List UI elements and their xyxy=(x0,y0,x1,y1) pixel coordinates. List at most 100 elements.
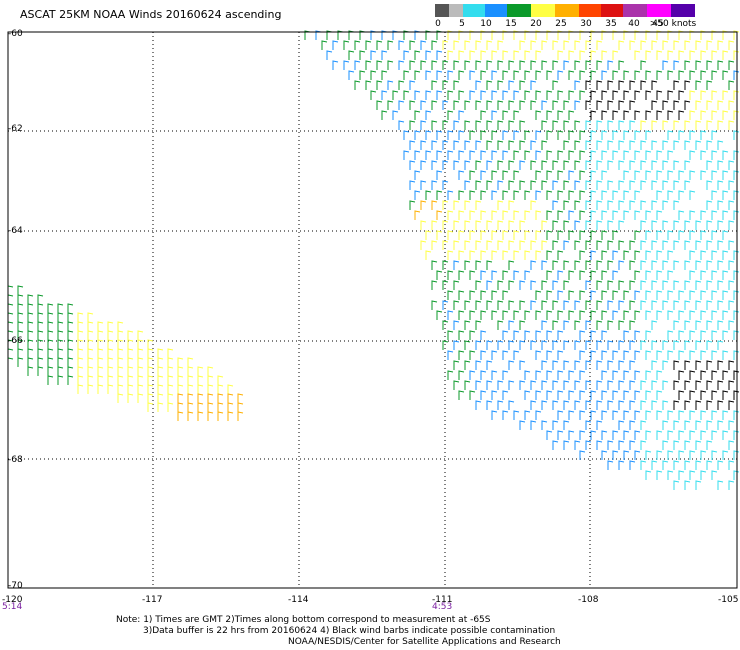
wind-barb xyxy=(728,260,735,270)
wind-barb xyxy=(579,370,586,380)
wind-barb xyxy=(464,380,471,390)
wind-barb xyxy=(27,312,34,322)
wind-barb xyxy=(612,430,619,440)
wind-barb xyxy=(497,320,504,330)
wind-barb xyxy=(656,390,663,400)
wind-barb xyxy=(447,330,454,340)
wind-barb xyxy=(197,384,204,394)
wind-barb xyxy=(447,230,454,240)
wind-barb xyxy=(508,240,515,250)
wind-barb xyxy=(475,240,482,250)
wind-barb xyxy=(640,440,647,450)
wind-barb xyxy=(563,420,570,430)
wind-barb xyxy=(530,40,537,50)
wind-barb xyxy=(634,410,641,420)
wind-barb xyxy=(530,140,537,150)
wind-barb xyxy=(706,440,713,450)
wind-barb xyxy=(77,348,84,358)
wind-barb xyxy=(645,90,652,100)
wind-barb xyxy=(596,200,603,210)
wind-barb xyxy=(502,290,509,300)
wind-barb xyxy=(645,50,652,60)
wind-barb xyxy=(601,390,608,400)
wind-barb xyxy=(563,40,570,50)
wind-barb xyxy=(568,390,575,400)
wind-barb xyxy=(502,130,509,140)
wind-barb xyxy=(711,250,718,260)
wind-barb xyxy=(645,410,652,420)
wind-barb xyxy=(359,70,366,80)
wind-barb xyxy=(535,50,542,60)
wind-barb xyxy=(612,230,619,240)
wind-barb xyxy=(607,300,614,310)
wind-barb xyxy=(519,80,526,90)
wind-barb xyxy=(678,110,685,120)
wind-barb xyxy=(700,330,707,340)
wind-barb xyxy=(552,320,559,330)
wind-barb xyxy=(97,339,104,349)
wind-barb xyxy=(717,460,724,470)
wind-barb xyxy=(656,370,663,380)
wind-barb xyxy=(651,320,658,330)
wind-barb xyxy=(651,220,658,230)
wind-barb xyxy=(722,70,729,80)
wind-barb xyxy=(332,60,339,70)
wind-barb xyxy=(590,350,597,360)
wind-barb xyxy=(431,40,438,50)
wind-barb xyxy=(464,180,471,190)
wind-barb xyxy=(651,360,658,370)
wind-barb xyxy=(541,280,548,290)
note-line-3: NOAA/NESDIS/Center for Satellite Applica… xyxy=(288,637,561,647)
wind-barb xyxy=(656,250,663,260)
wind-barb xyxy=(513,50,520,60)
wind-barb xyxy=(667,290,674,300)
wind-barb xyxy=(524,50,531,60)
wind-barb xyxy=(321,40,328,50)
wind-barb xyxy=(601,310,608,320)
wind-barb xyxy=(535,170,542,180)
wind-barb xyxy=(475,200,482,210)
wind-barb xyxy=(442,80,449,90)
wind-barb xyxy=(137,393,144,403)
wind-barb xyxy=(563,440,570,450)
wind-barb xyxy=(7,357,14,367)
wind-barb xyxy=(678,390,685,400)
wind-barb xyxy=(57,312,64,322)
wind-barb xyxy=(684,100,691,110)
wind-barb xyxy=(684,40,691,50)
wind-barb xyxy=(137,357,144,367)
wind-barb xyxy=(568,130,575,140)
wind-barb xyxy=(695,100,702,110)
wind-barb xyxy=(464,120,471,130)
wind-barb xyxy=(590,210,597,220)
wind-barb xyxy=(695,140,702,150)
wind-barb xyxy=(137,330,144,340)
wind-barb xyxy=(177,384,184,394)
wind-barb xyxy=(508,180,515,190)
wind-barb xyxy=(667,270,674,280)
wind-barb xyxy=(645,390,652,400)
wind-barb xyxy=(689,470,696,480)
wind-barb xyxy=(706,380,713,390)
wind-barb xyxy=(711,330,718,340)
wind-barb xyxy=(147,339,154,349)
wind-barb xyxy=(634,350,641,360)
wind-barb xyxy=(656,210,663,220)
wind-barb xyxy=(579,290,586,300)
wind-barb xyxy=(530,400,537,410)
wind-barb xyxy=(535,410,542,420)
wind-barb xyxy=(579,150,586,160)
wind-barb xyxy=(442,260,449,270)
wind-barb xyxy=(541,360,548,370)
lat-label-66: -66 xyxy=(8,336,23,346)
wind-barb xyxy=(689,330,696,340)
wind-barb xyxy=(217,375,224,385)
wind-barb xyxy=(673,380,680,390)
wind-barb xyxy=(453,300,460,310)
wind-barb xyxy=(491,230,498,240)
wind-barb xyxy=(596,400,603,410)
wind-barb xyxy=(689,450,696,460)
wind-barb xyxy=(607,60,614,70)
wind-barb xyxy=(673,60,680,70)
wind-barb xyxy=(645,150,652,160)
